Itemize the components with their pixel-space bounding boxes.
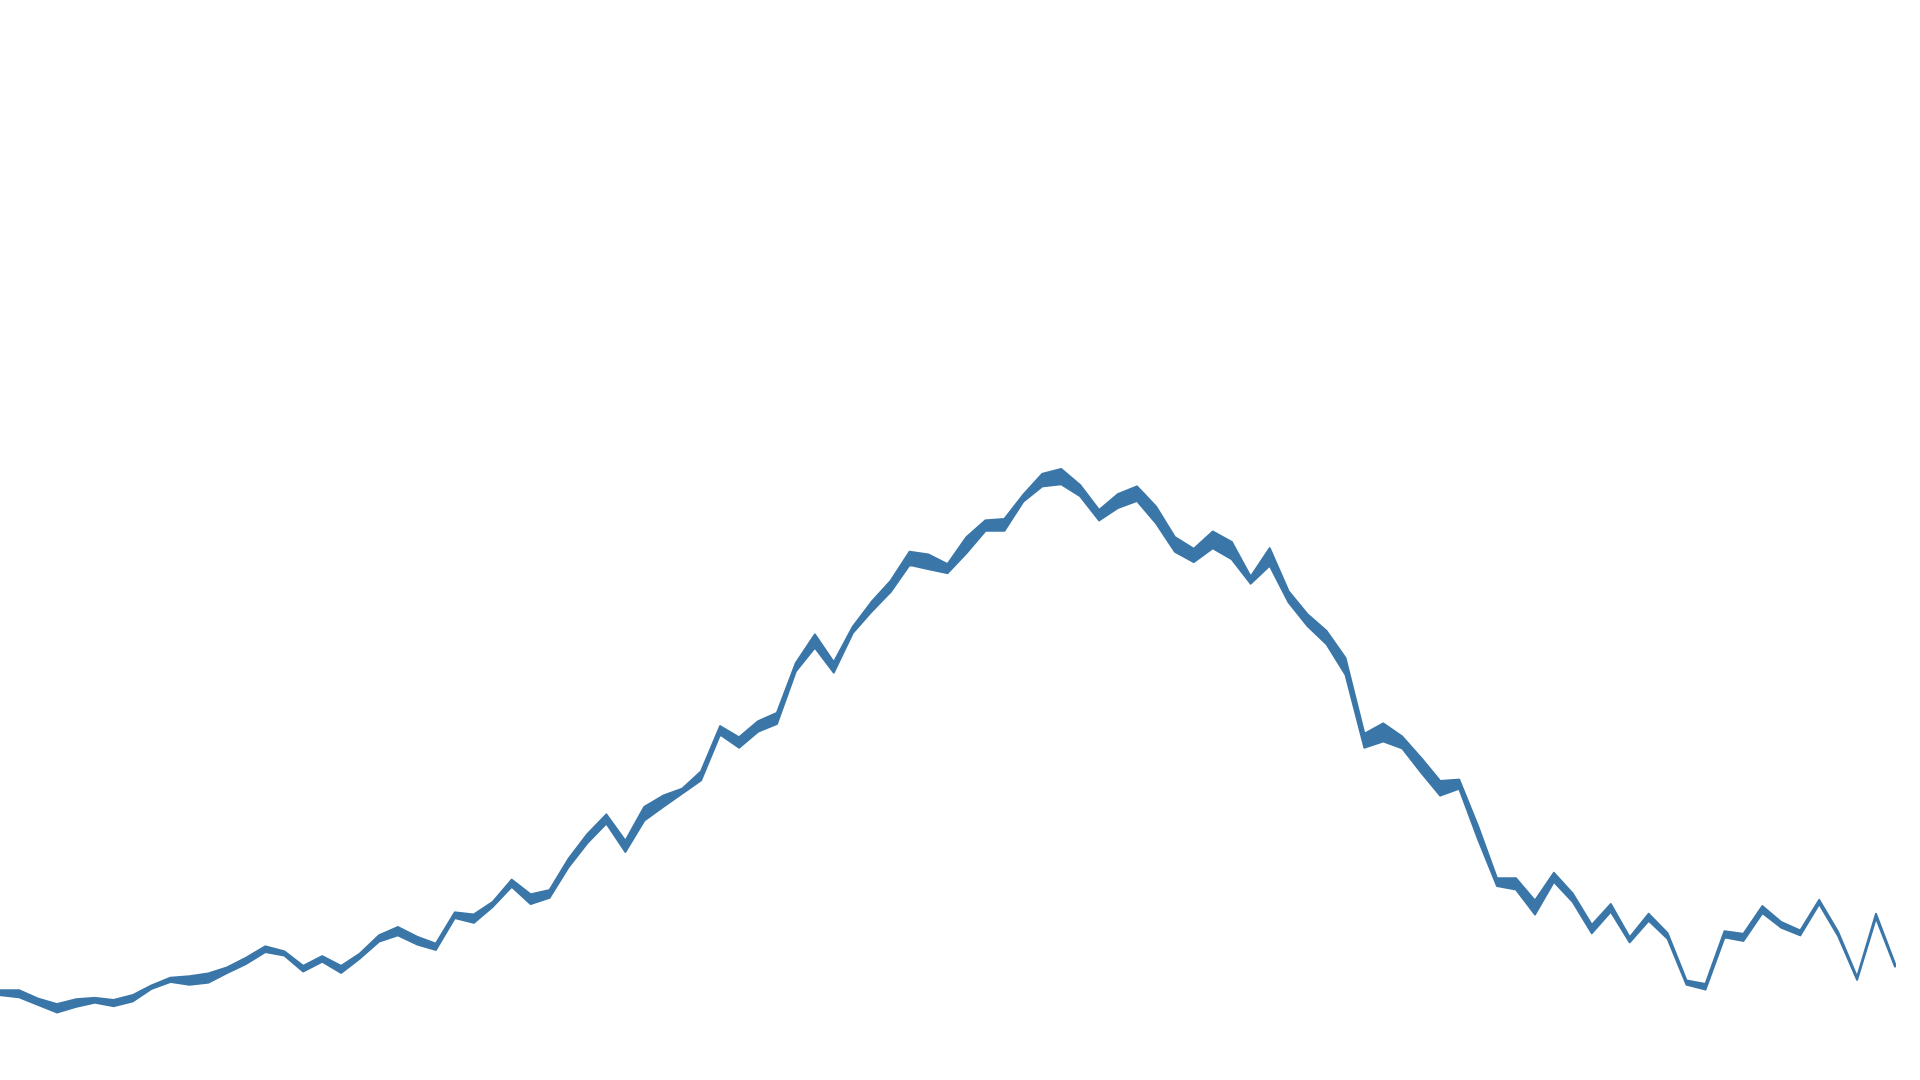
series-band-0 [0,468,1896,1014]
plot-layer [0,468,1896,1014]
